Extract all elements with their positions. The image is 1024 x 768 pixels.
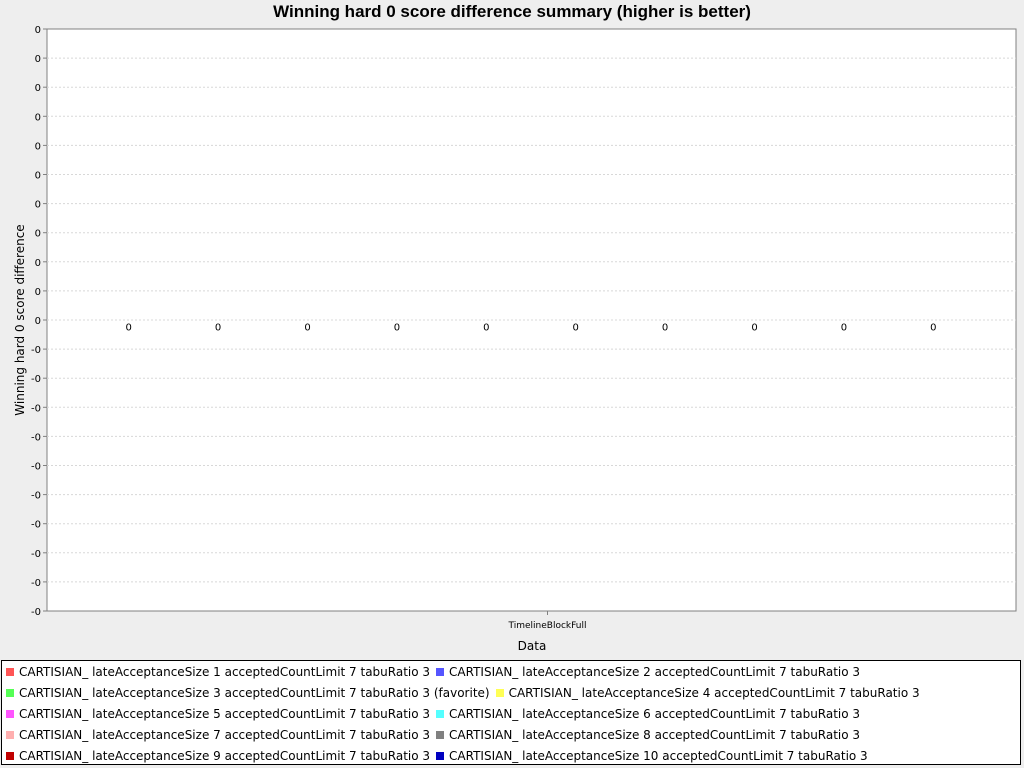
- y-tick-label: -0: [31, 462, 41, 473]
- x-tick-label: TimelineBlockFull: [508, 621, 587, 631]
- legend-label: CARTISIAN_ lateAcceptanceSize 5 accepted…: [19, 707, 431, 721]
- legend-swatch: [6, 710, 14, 718]
- y-tick-label: 0: [35, 25, 41, 36]
- legend-label: CARTISIAN_ lateAcceptanceSize 10 accepte…: [449, 749, 868, 763]
- legend-row: CARTISIAN_ lateAcceptanceSize 9 accepted…: [6, 747, 874, 765]
- y-tick-label: -0: [31, 578, 41, 589]
- y-tick-label: -0: [31, 432, 41, 443]
- y-tick-label: 0: [35, 141, 41, 152]
- bar-value-label: 0: [751, 323, 757, 334]
- x-axis-label: Data: [518, 639, 547, 653]
- bar-value-label: 0: [573, 323, 579, 334]
- legend-swatch: [6, 668, 14, 676]
- legend-label: CARTISIAN_ lateAcceptanceSize 8 accepted…: [449, 728, 861, 742]
- legend-entry: CARTISIAN_ lateAcceptanceSize 2 accepted…: [436, 665, 860, 679]
- legend-label: CARTISIAN_ lateAcceptanceSize 2 accepted…: [449, 665, 861, 679]
- legend-row: CARTISIAN_ lateAcceptanceSize 5 accepted…: [6, 705, 866, 723]
- y-tick-label: -0: [31, 491, 41, 502]
- legend-entry: CARTISIAN_ lateAcceptanceSize 3 accepted…: [6, 686, 490, 700]
- value-labels: 0 0 0 0 0 0 0 0 0 0: [126, 323, 937, 334]
- legend-entry: CARTISIAN_ lateAcceptanceSize 8 accepted…: [436, 728, 860, 742]
- x-axis-ticks: TimelineBlockFull: [508, 611, 587, 631]
- y-tick-label: -0: [31, 549, 41, 560]
- bar-value-label: 0: [215, 323, 221, 334]
- legend-swatch: [6, 752, 14, 760]
- legend-entry: CARTISIAN_ lateAcceptanceSize 10 accepte…: [436, 749, 868, 763]
- legend-entry: CARTISIAN_ lateAcceptanceSize 6 accepted…: [436, 707, 860, 721]
- legend-swatch: [436, 710, 445, 718]
- bar-value-label: 0: [662, 323, 668, 334]
- legend-label: CARTISIAN_ lateAcceptanceSize 3 accepted…: [19, 686, 490, 700]
- legend-swatch: [6, 689, 14, 697]
- legend-entry: CARTISIAN_ lateAcceptanceSize 9 accepted…: [6, 749, 430, 763]
- y-tick-label: -0: [31, 374, 41, 385]
- grid-lines: [47, 57, 1016, 583]
- bar-value-label: 0: [483, 323, 489, 334]
- bar-value-label: 0: [394, 323, 400, 334]
- legend-swatch: [436, 668, 445, 676]
- bar-value-label: 0: [126, 323, 132, 334]
- legend: CARTISIAN_ lateAcceptanceSize 1 accepted…: [1, 660, 1021, 765]
- legend-swatch: [6, 731, 14, 739]
- legend-label: CARTISIAN_ lateAcceptanceSize 7 accepted…: [19, 728, 431, 742]
- legend-label: CARTISIAN_ lateAcceptanceSize 4 accepted…: [508, 686, 920, 700]
- legend-entry: CARTISIAN_ lateAcceptanceSize 7 accepted…: [6, 728, 430, 742]
- y-tick-label: 0: [35, 54, 41, 65]
- y-tick-label: -0: [31, 607, 41, 618]
- legend-row: CARTISIAN_ lateAcceptanceSize 1 accepted…: [6, 663, 866, 681]
- y-axis-label: Winning hard 0 score difference: [13, 224, 27, 415]
- legend-entry: CARTISIAN_ lateAcceptanceSize 1 accepted…: [6, 665, 430, 679]
- legend-entry: CARTISIAN_ lateAcceptanceSize 5 accepted…: [6, 707, 430, 721]
- legend-row: CARTISIAN_ lateAcceptanceSize 7 accepted…: [6, 726, 866, 744]
- y-tick-label: -0: [31, 520, 41, 531]
- bar-value-label: 0: [304, 323, 310, 334]
- y-tick-label: 0: [35, 200, 41, 211]
- y-tick-label: 0: [35, 316, 41, 327]
- bar-value-label: 0: [841, 323, 847, 334]
- legend-entry: CARTISIAN_ lateAcceptanceSize 4 accepted…: [495, 686, 920, 700]
- y-tick-label: 0: [35, 258, 41, 269]
- bar-value-label: 0: [930, 323, 936, 334]
- y-tick-label: 0: [35, 171, 41, 182]
- legend-label: CARTISIAN_ lateAcceptanceSize 1 accepted…: [19, 665, 431, 679]
- legend-swatch: [495, 689, 504, 697]
- y-tick-label: 0: [35, 229, 41, 240]
- legend-swatch: [436, 752, 445, 760]
- y-tick-label: 0: [35, 287, 41, 298]
- legend-label: CARTISIAN_ lateAcceptanceSize 6 accepted…: [449, 707, 861, 721]
- y-tick-label: -0: [31, 345, 41, 356]
- chart-title: Winning hard 0 score difference summary …: [273, 2, 751, 21]
- legend-swatch: [436, 731, 445, 739]
- y-tick-label: 0: [35, 112, 41, 123]
- y-tick-label: -0: [31, 403, 41, 414]
- y-axis-ticks: 0 0 0 0 0 0 0 0 0 0 0 -0 -0 -0 -0 -0 -0 -0 -0 -0 -0: [31, 25, 47, 618]
- y-tick-label: 0: [35, 83, 41, 94]
- legend-row: CARTISIAN_ lateAcceptanceSize 3 accepted…: [6, 684, 926, 702]
- legend-label: CARTISIAN_ lateAcceptanceSize 9 accepted…: [19, 749, 431, 763]
